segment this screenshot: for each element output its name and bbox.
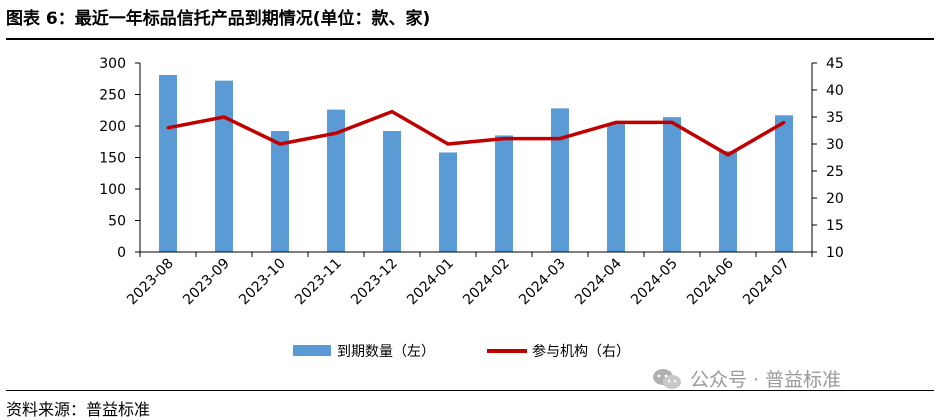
bar-2023-10 (271, 131, 289, 252)
line-point-2024-03 (558, 137, 562, 141)
x-tick-label: 2024-02 (460, 256, 513, 309)
legend-bar-swatch (293, 345, 331, 356)
right-tick-label: 10 (826, 245, 844, 261)
x-tick-label: 2024-03 (516, 256, 569, 309)
bar-2023-11 (327, 109, 345, 253)
bottom-rule (6, 390, 934, 391)
line-point-2024-02 (502, 137, 506, 141)
bar-series (159, 74, 793, 253)
line-point-2023-11 (334, 131, 338, 135)
bar-2024-01 (439, 152, 457, 252)
line-point-2024-07 (782, 120, 786, 124)
bar-2023-09 (215, 80, 233, 252)
x-tick-label: 2023-10 (236, 256, 289, 309)
right-tick-label: 35 (826, 110, 844, 126)
right-tick-label: 45 (826, 56, 844, 72)
legend: 到期数量（左） 参与机构（右） (293, 343, 630, 360)
chart-title: 图表 6：最近一年标品信托产品到期情况(单位：款、家) (6, 9, 431, 29)
line-point-2024-04 (614, 120, 618, 124)
bar-2024-04 (607, 124, 625, 252)
line-point-2023-09 (222, 115, 226, 119)
left-tick-label: 150 (99, 151, 126, 167)
x-tick-label: 2023-09 (180, 256, 233, 309)
bar-2024-05 (663, 117, 681, 253)
left-tick-label: 0 (117, 245, 126, 261)
x-tick-label: 2023-12 (348, 256, 401, 309)
line-point-2023-12 (390, 110, 394, 114)
bar-2023-08 (159, 74, 177, 252)
bar-2024-07 (775, 115, 793, 252)
watermark-text: 公众号 · 普益标准 (690, 369, 842, 391)
line-point-2024-05 (670, 120, 674, 124)
bar-2024-03 (551, 108, 569, 252)
bar-2024-06 (719, 151, 737, 252)
left-tick-label: 200 (99, 119, 126, 135)
legend-line-label: 参与机构（右） (532, 343, 630, 360)
x-tick-label: 2023-08 (124, 256, 177, 309)
line-point-2023-10 (278, 142, 282, 146)
line-point-2024-06 (726, 153, 730, 157)
left-tick-label: 50 (108, 214, 126, 230)
line-path (167, 109, 785, 157)
x-tick-label: 2023-11 (292, 256, 345, 309)
wechat-icon (653, 368, 681, 389)
line-point-2024-01 (446, 142, 450, 146)
left-tick-label: 300 (99, 56, 126, 72)
x-tick-label: 2024-06 (684, 255, 737, 308)
left-tick-label: 100 (99, 182, 126, 198)
bar-2024-02 (495, 135, 513, 252)
x-tick-label: 2024-05 (628, 256, 681, 309)
legend-bar-label: 到期数量（左） (337, 344, 435, 360)
x-tick-label: 2024-01 (404, 256, 457, 309)
right-tick-label: 25 (826, 164, 844, 180)
x-tick-label: 2024-04 (572, 255, 625, 308)
line-series (166, 109, 786, 157)
top-rule (6, 38, 934, 40)
watermark: 公众号 · 普益标准 (652, 365, 841, 392)
right-tick-label: 30 (826, 137, 844, 153)
bar-2023-12 (383, 131, 401, 252)
right-tick-label: 40 (826, 83, 844, 99)
left-tick-label: 250 (99, 88, 126, 104)
source-note: 资料来源：普益标准 (6, 400, 151, 419)
x-tick-label: 2024-07 (740, 256, 793, 309)
right-tick-label: 15 (826, 218, 844, 234)
right-tick-label: 20 (826, 191, 844, 207)
line-point-2023-08 (166, 126, 170, 130)
